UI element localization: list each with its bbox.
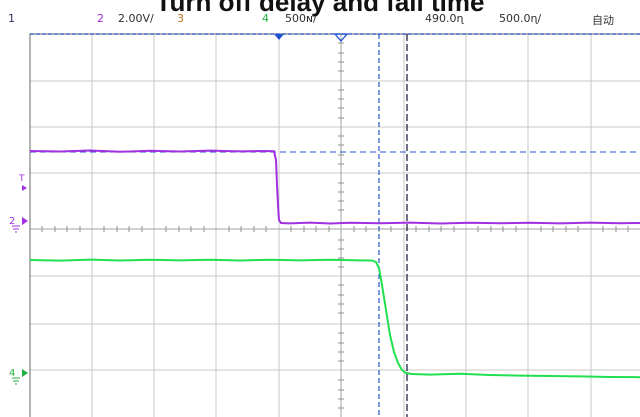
channel-4-ground-arrow xyxy=(22,369,28,377)
channel-markers[interactable]: T 2 4 xyxy=(9,174,28,385)
channel-2-ground-symbol xyxy=(12,225,20,233)
channel-2-ground-arrow xyxy=(22,217,28,225)
sample-rate-readout[interactable]: 500.0ɳ/ xyxy=(499,12,542,25)
graticule-frame xyxy=(29,33,640,417)
timebase-readout[interactable]: 500ɴ/ xyxy=(285,12,317,25)
trigger-level-marker: T xyxy=(18,174,25,184)
time-reference-marker[interactable] xyxy=(333,33,349,42)
trigger-position-marker[interactable] xyxy=(274,34,284,40)
measurement-cursors[interactable] xyxy=(30,34,640,417)
scope-status-bar: 1 2 2.00V/ 3 4 500ɴ/ 490.0ɳ 500.0ɳ/ 自动 xyxy=(0,10,640,32)
channel-4-ground-marker: 4 xyxy=(9,368,15,379)
slide-title: Turn off delay and fall time xyxy=(155,0,485,17)
channel-3-label[interactable]: 3 xyxy=(177,12,184,25)
channel-2-scale[interactable]: 2.00V/ xyxy=(118,12,154,25)
acquisition-mode-readout[interactable]: 自动 xyxy=(592,14,614,27)
graticule-grid xyxy=(30,34,640,417)
channel-4-trace xyxy=(29,258,640,379)
channel-1-label[interactable]: 1 xyxy=(8,12,15,25)
trigger-position-readout[interactable]: 490.0ɳ xyxy=(425,12,464,25)
trigger-level-arrow xyxy=(22,185,27,191)
channel-2-trace xyxy=(29,149,640,225)
channel-2-ground-marker: 2 xyxy=(9,216,15,227)
channel-4-ground-symbol xyxy=(12,377,20,385)
graticule-ticks xyxy=(41,42,629,409)
channel-2-label[interactable]: 2 xyxy=(97,12,104,25)
channel-4-label[interactable]: 4 xyxy=(262,12,269,25)
graticule-center-axes xyxy=(30,34,640,417)
